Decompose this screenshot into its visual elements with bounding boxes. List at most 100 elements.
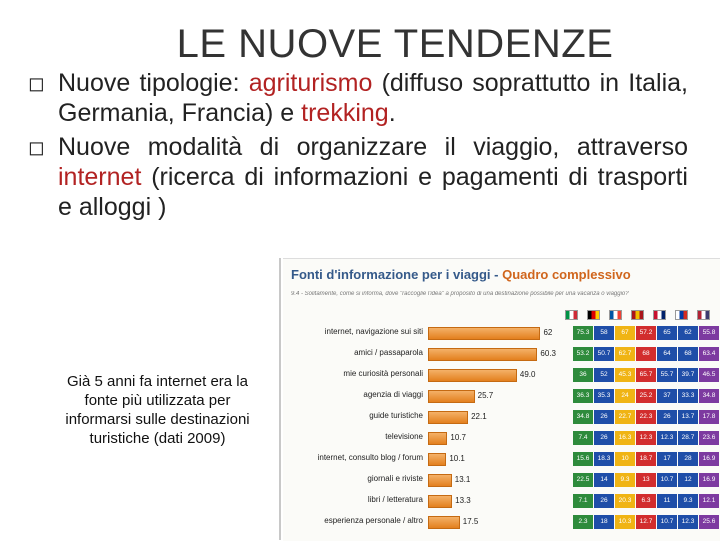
table-cell: 11 [657, 494, 677, 508]
table-cell: 52 [594, 368, 614, 382]
table-cell: 50.7 [594, 347, 614, 361]
table-cell: 2.3 [573, 515, 593, 529]
table-cell: 18 [594, 515, 614, 529]
table-cell: 63.4 [699, 347, 719, 361]
flag-icon [631, 310, 644, 320]
table-cell: 26 [657, 410, 677, 424]
table-cell: 9.3 [678, 494, 698, 508]
flag-icon [565, 310, 578, 320]
bar-value-label: 13.1 [454, 475, 471, 484]
table-cell: 55.7 [657, 368, 677, 382]
category-label: amici / passaparola [354, 348, 423, 357]
text-run: (diffuso soprattutto in Italia, Germania… [58, 69, 688, 127]
country-flags [561, 310, 720, 320]
flag-icon [697, 310, 710, 320]
flag-icon [587, 310, 600, 320]
text-run: . [388, 99, 396, 127]
table-cell: 64 [657, 347, 677, 361]
highlight-internet: internet [58, 163, 142, 191]
bar-value-label: 17.5 [462, 517, 479, 526]
table-cell: 65.7 [636, 368, 656, 382]
category-label: agenzia di viaggi [363, 390, 423, 399]
highlight-trekking: trekking [301, 99, 389, 127]
bar [428, 348, 538, 361]
category-label: esperienza personale / altro [324, 516, 423, 525]
bar [428, 495, 453, 508]
bullet-text: Nuove modalità di organizzare il viaggio… [58, 133, 688, 221]
bar-value-label: 49.0 [519, 370, 536, 379]
chart-heading: Fonti d'informazione per i viaggi - Quad… [291, 267, 711, 289]
bullet-icon: ◻ [28, 71, 45, 95]
bar-value-label: 25.7 [477, 391, 494, 400]
table-cell: 39.7 [678, 368, 698, 382]
table-cell: 34.8 [699, 389, 719, 403]
chart-heading-main: Fonti d'informazione per i viaggi [291, 267, 491, 282]
table-cell: 16.3 [615, 431, 635, 445]
bar-value-label: 62 [543, 328, 553, 337]
table-cell: 15.6 [573, 452, 593, 466]
side-note-text: Già 5 anni fa internet era la fonte più … [65, 373, 250, 447]
table-cell: 26 [594, 431, 614, 445]
flag-icon [653, 310, 666, 320]
bullet-item-new-ways: ◻ Nuove modalità di organizzare il viaggi… [28, 132, 688, 222]
table-cell: 65 [657, 326, 677, 340]
table-cell: 22.5 [573, 473, 593, 487]
bar-chart: internet, navigazione sui siti 62 75.3 58 67… [283, 259, 720, 541]
table-cell: 37 [657, 389, 677, 403]
bullet-list: ◻ Nuove tipologie: agriturismo (diffuso s… [28, 68, 688, 226]
bar-value-label: 60.3 [540, 349, 556, 358]
table-cell: 12.1 [699, 494, 719, 508]
bullet-icon: ◻ [28, 135, 45, 159]
table-cell: 36.3 [573, 389, 593, 403]
bar [428, 474, 452, 487]
table-cell: 26 [594, 410, 614, 424]
table-cell: 57.2 [636, 326, 656, 340]
bar [428, 369, 517, 382]
table-cell: 6.3 [636, 494, 656, 508]
table-cell: 20.3 [615, 494, 635, 508]
table-cell: 26 [594, 494, 614, 508]
table-cell: 75.3 [573, 326, 593, 340]
table-cell: 9.3 [615, 473, 635, 487]
table-cell: 67 [615, 326, 635, 340]
table-cell: 12.3 [636, 431, 656, 445]
highlight-agriturismo: agriturismo [248, 69, 373, 97]
table-cell: 10.7 [657, 473, 677, 487]
category-label: televisione [385, 432, 423, 441]
table-cell: 36 [573, 368, 593, 382]
table-cell: 28.7 [678, 431, 698, 445]
table-cell: 14 [594, 473, 614, 487]
table-cell: 12.7 [636, 515, 656, 529]
table-cell: 17 [657, 452, 677, 466]
bar-value-label: 22.1 [471, 412, 487, 421]
table-cell: 13 [636, 473, 656, 487]
table-cell: 10 [615, 452, 635, 466]
table-cell: 68 [678, 347, 698, 361]
table-cell: 24 [615, 389, 635, 403]
table-cell: 12 [678, 473, 698, 487]
table-cell: 28 [678, 452, 698, 466]
table-cell: 25.2 [636, 389, 656, 403]
side-note: Già 5 anni fa internet era la fonte più … [50, 372, 265, 448]
bar [428, 327, 541, 340]
text-run: (ricerca di informazioni e pagamenti di … [58, 163, 688, 221]
table-cell: 33.3 [678, 389, 698, 403]
bullet-item-new-types: ◻ Nuove tipologie: agriturismo (diffuso s… [28, 68, 688, 128]
bar [428, 453, 447, 466]
table-cell: 25.6 [699, 515, 719, 529]
bar [428, 411, 469, 424]
table-cell: 34.8 [573, 410, 593, 424]
table-cell: 22.7 [615, 410, 635, 424]
table-cell: 13.7 [678, 410, 698, 424]
text-run: Nuove tipologie: [58, 69, 249, 97]
category-label: libri / letteratura [367, 495, 423, 504]
table-cell: 7.1 [573, 494, 593, 508]
table-cell: 23.6 [699, 431, 719, 445]
category-label: internet, consulto blog / forum [317, 453, 423, 462]
table-cell: 10.7 [657, 515, 677, 529]
table-cell: 46.5 [699, 368, 719, 382]
category-label: mie curiosità personali [343, 369, 423, 378]
flag-icon [609, 310, 622, 320]
bar [428, 390, 475, 403]
table-cell: 16.9 [699, 452, 719, 466]
